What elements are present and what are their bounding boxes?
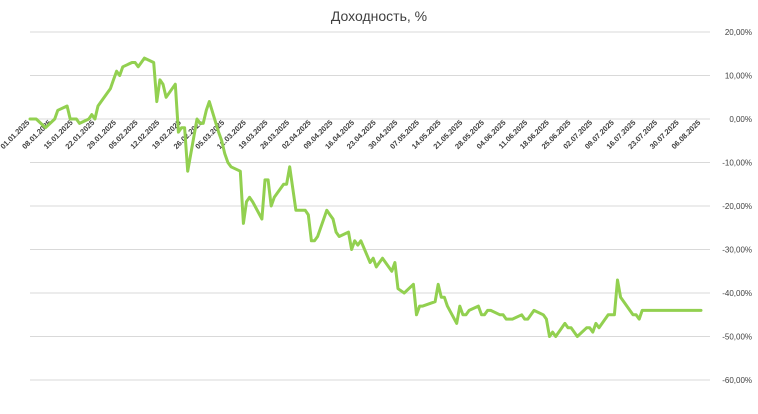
series-line-path [28, 56, 703, 338]
y-tick-label: -10,00% [722, 159, 752, 168]
y-tick-label: -60,00% [722, 376, 752, 385]
y-tick-label: -50,00% [722, 333, 752, 342]
chart-title: Доходность, % [330, 8, 428, 24]
y-tick-label: 0,00% [729, 115, 752, 124]
y-axis-ticks: 20,00% 10,00% 0,00% -10,00% -20,00% -30,00% -4… [722, 28, 752, 385]
y-tick-label: -40,00% [722, 289, 752, 298]
series-line [28, 56, 703, 338]
y-tick-label: -30,00% [722, 246, 752, 255]
x-axis-ticks: 01.01.202508.01.202515.01.202522.01.2025… [0, 118, 702, 151]
y-tick-label: 10,00% [725, 72, 752, 81]
gridlines [30, 31, 710, 381]
y-tick-label: -20,00% [722, 202, 752, 211]
y-tick-label: 20,00% [725, 28, 752, 37]
